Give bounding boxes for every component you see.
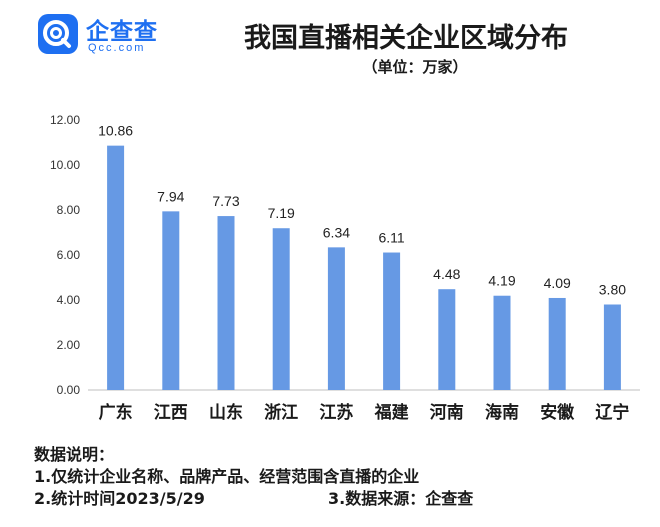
x-tick-label: 江苏 [319,402,353,423]
bar [162,211,180,390]
bar [493,295,511,390]
chart-unit: （单位：万家） [362,58,468,76]
y-tick-label: 10.00 [50,158,80,172]
data-label: 6.11 [378,230,404,246]
bar [603,304,621,390]
bar [327,247,345,390]
data-label: 6.34 [323,224,350,240]
x-tick-label: 广东 [99,402,133,423]
brand-name: 企查查 [86,19,158,45]
notes-line-1: 1.仅统计企业名称、品牌产品、经营范围含直播的企业 [34,467,420,486]
qcc-logo-icon [38,14,78,54]
bar-chart: 0.00 2.00 4.00 6.00 8.00 10.00 12.00 10.86 广东 7.9… [50,113,640,423]
notes-line-3: 3.数据来源：企查查 [328,489,474,508]
data-label: 4.48 [433,266,460,282]
y-tick-label: 2.00 [57,338,81,352]
y-tick-label: 6.00 [57,248,81,262]
notes-line-2: 2.统计时间2023/5/29 [34,489,205,508]
data-label: 4.19 [488,273,515,289]
x-tick-label: 浙江 [264,402,298,423]
x-tick-label: 辽宁 [595,402,629,423]
x-tick-label: 江西 [154,403,188,423]
data-label: 10.86 [98,123,133,139]
bar [438,289,456,390]
y-tick-label: 12.00 [50,113,80,127]
brand-domain: Qcc.com [88,42,146,54]
x-tick-label: 河南 [430,402,464,423]
x-tick-label: 海南 [485,402,519,423]
notes-heading: 数据说明： [34,445,115,464]
bar [548,297,566,390]
x-tick-label: 福建 [374,402,409,423]
y-tick-label: 0.00 [57,383,81,397]
data-label: 7.94 [157,188,184,204]
x-tick-label: 山东 [209,402,243,423]
bar [383,252,401,390]
data-notes: 数据说明： 1.仅统计企业名称、品牌产品、经营范围含直播的企业 2.统计时间20… [34,444,634,510]
y-tick-label: 4.00 [57,293,81,307]
notes-row-3: 2.统计时间2023/5/29 3.数据来源：企查查 [34,488,634,510]
data-label: 7.19 [268,205,295,221]
brand-logo: 企查查 Qcc.com [38,12,188,58]
y-tick-label: 8.00 [57,203,81,217]
data-label: 7.73 [212,193,239,209]
bar [217,216,235,390]
bar [107,145,125,390]
bar [272,228,290,390]
x-tick-label: 安徽 [540,402,575,423]
chart-title: 我国直播相关企业区域分布 [244,23,568,54]
data-label: 4.09 [544,275,571,291]
data-label: 3.80 [599,282,626,298]
